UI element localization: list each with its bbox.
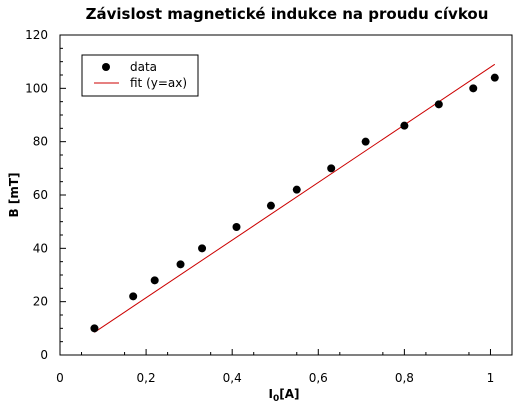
x-axis-label-sub: 0 xyxy=(273,394,279,404)
x-tick-label: 0,4 xyxy=(223,371,242,385)
legend-fit-label: fit (y=ax) xyxy=(130,76,187,90)
y-tick-label: 120 xyxy=(25,28,48,42)
y-tick-label: 60 xyxy=(33,188,48,202)
y-tick-label: 80 xyxy=(33,135,48,149)
series-layer xyxy=(90,63,499,333)
chart-title: Závislost magnetické indukce na proudu c… xyxy=(86,5,489,23)
x-axis-label-main: I xyxy=(269,387,273,401)
legend-box xyxy=(81,54,199,97)
data-point xyxy=(129,292,138,301)
x-tick-label: 0,8 xyxy=(395,371,414,385)
fit-line xyxy=(94,63,496,333)
legend-data-marker xyxy=(102,63,110,71)
x-axis-label-unit: [A] xyxy=(279,387,299,401)
tick-marks xyxy=(59,34,513,356)
x-tick-label: 0 xyxy=(56,371,64,385)
data-point xyxy=(469,84,478,93)
y-tick-label: 40 xyxy=(33,241,48,255)
data-point xyxy=(400,121,409,130)
legend: data fit (y=ax) xyxy=(81,54,199,97)
x-tick-label: 0,6 xyxy=(309,371,328,385)
tick-labels: 0 0,2 0,4 0,6 0,8 1 0 20 40 60 80 100 120 xyxy=(25,28,494,385)
data-point xyxy=(90,324,99,333)
data-point xyxy=(327,164,336,173)
y-axis-label: B [mT] xyxy=(7,173,21,218)
x-tick-label: 1 xyxy=(487,371,495,385)
data-point xyxy=(198,244,207,253)
x-tick-label: 0,2 xyxy=(137,371,156,385)
data-point xyxy=(150,276,159,285)
data-point xyxy=(490,73,499,82)
data-point xyxy=(266,201,275,210)
data-point xyxy=(361,137,370,146)
y-tick-label: 100 xyxy=(25,81,48,95)
x-axis-label: I0[A] xyxy=(269,387,300,404)
y-tick-label: 20 xyxy=(33,295,48,309)
data-point xyxy=(232,223,241,231)
data-point xyxy=(292,185,301,194)
legend-data-label: data xyxy=(130,60,157,74)
data-point xyxy=(434,100,443,109)
y-tick-label: 0 xyxy=(40,348,48,362)
data-point xyxy=(176,260,185,269)
